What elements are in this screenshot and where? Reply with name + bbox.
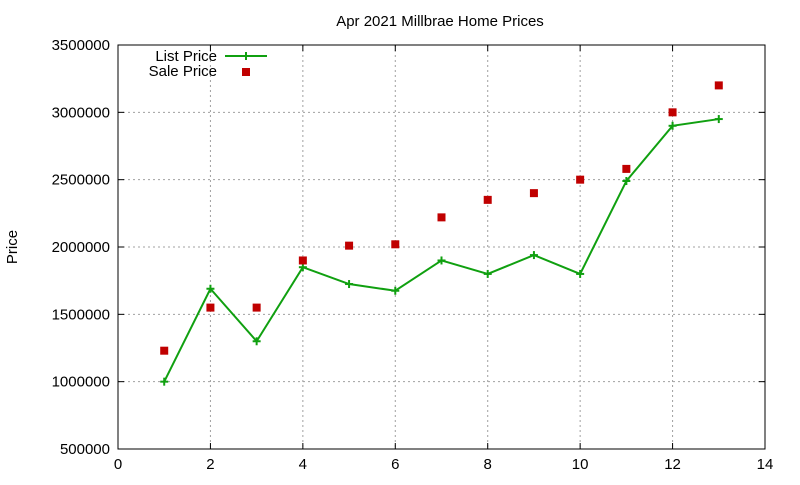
x-tick-label: 2 [206,456,214,473]
list-price-point [252,337,261,346]
sale-price-point [437,213,446,222]
legend-label-list-price: List Price [155,48,217,65]
list-price-point [437,256,446,265]
sale-price-point [206,303,215,312]
list-price-point [576,269,585,278]
x-tick-label: 6 [391,456,399,473]
x-tick-label: 8 [484,456,492,473]
legend-marker-list-price [242,52,250,60]
chart-title: Apr 2021 Millbrae Home Prices [336,13,544,30]
list-price-point [206,284,215,293]
legend: List Price Sale Price [149,48,267,80]
sale-price-point [483,195,492,204]
sale-price-point [298,256,307,265]
sale-price-point [622,164,631,173]
y-axis-label: Price [4,230,21,264]
list-price-point [529,251,538,260]
list-price-point [345,280,354,289]
y-tick-label: 500000 [60,441,110,458]
x-tick-label: 12 [664,456,681,473]
axis-ticks: 0 2 4 6 8 10 12 14 500000 1000000 1500000 2000000 25… [52,37,774,473]
legend-square-marker [242,68,250,76]
y-tick-label: 3000000 [52,104,110,121]
sale-price-point [391,240,400,249]
list-price-point [483,269,492,278]
legend-marker-sale-price [242,68,250,76]
x-tick-label: 4 [299,456,307,473]
list-price-point [160,377,169,386]
list-price-line [163,118,719,383]
legend-label-sale-price: Sale Price [149,63,217,80]
list-price-point [668,121,677,130]
x-tick-label: 0 [114,456,122,473]
legend-plus-marker [242,52,250,60]
list-price-point [298,263,307,272]
x-tick-label: 14 [757,456,774,473]
grid-lines [118,45,765,449]
sale-price-point [529,189,538,198]
sale-price-point [714,81,723,90]
y-tick-label: 1000000 [52,374,110,391]
list-price-point [622,177,631,186]
sale-price-point [576,175,585,184]
list-price-point [391,286,400,295]
x-tick-label: 10 [572,456,589,473]
y-tick-label: 1500000 [52,306,110,323]
sale-price-point [252,303,261,312]
plot-frame [117,44,766,450]
sale-price-point [668,108,677,117]
y-tick-label: 2000000 [52,239,110,256]
sale-price-point [345,241,354,250]
y-tick-label: 2500000 [52,172,110,189]
series-layer [160,81,723,386]
y-tick-label: 3500000 [52,37,110,54]
list-price-point [714,115,723,124]
sale-price-point [160,346,169,355]
